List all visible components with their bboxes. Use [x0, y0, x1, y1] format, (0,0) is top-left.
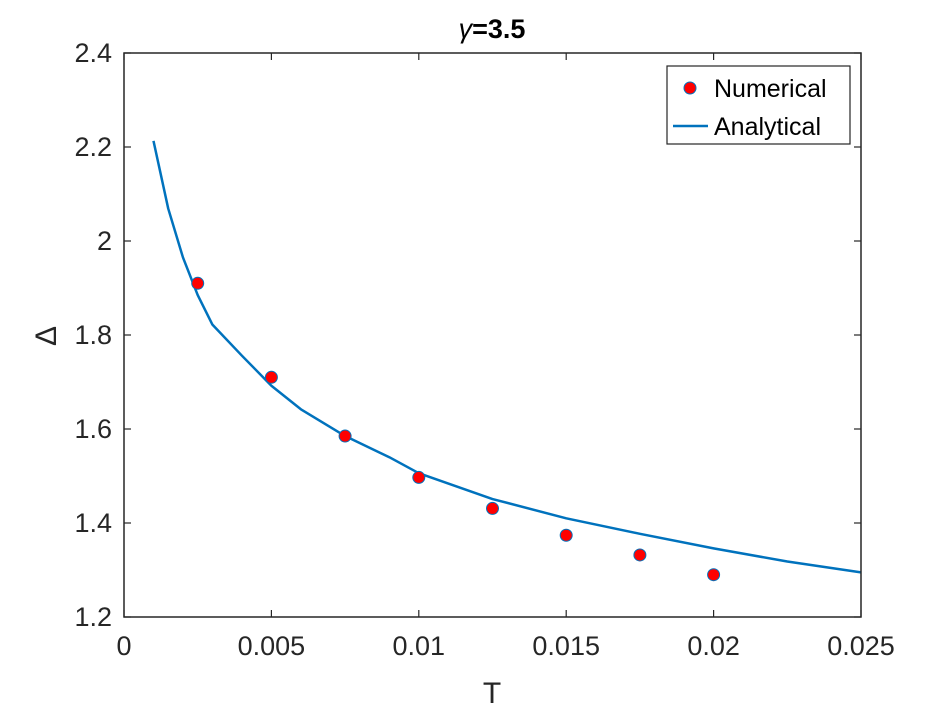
legend-label-analytical: Analytical — [714, 113, 821, 141]
legend: Numerical Analytical — [666, 65, 851, 145]
legend-marker-numerical — [683, 81, 697, 95]
y-tick-label: 2 — [97, 226, 112, 256]
data-point-numerical — [191, 276, 205, 290]
series-layer — [152, 140, 862, 582]
data-point-numerical — [264, 370, 278, 384]
chart-title: γ=3.5 — [459, 14, 526, 44]
legend-label-numerical: Numerical — [714, 75, 827, 103]
x-axis-label: T — [483, 677, 501, 710]
data-point-numerical — [707, 568, 721, 582]
y-tick-label: 2.2 — [74, 132, 112, 162]
data-point-numerical — [338, 429, 352, 443]
data-point-numerical — [633, 548, 647, 562]
tick-layer: 0 0.005 0.01 0.015 0.02 0.025 1.2 1.4 1.6 1.8 2 2.2… — [74, 38, 894, 661]
x-tick-label: 0.005 — [238, 631, 306, 661]
y-tick-label: 1.8 — [74, 320, 112, 350]
x-tick-label: 0 — [116, 631, 131, 661]
title-value: =3.5 — [472, 14, 525, 44]
axes-box — [123, 52, 862, 618]
y-tick-label: 1.2 — [74, 602, 112, 632]
y-axis-label: Δ — [30, 326, 63, 346]
y-tick-label: 1.4 — [74, 508, 112, 538]
title-gamma: γ — [459, 14, 474, 44]
legend-box — [666, 65, 851, 145]
plot-area — [124, 53, 861, 617]
data-point-numerical — [559, 528, 573, 542]
x-tick-label: 0.02 — [687, 631, 740, 661]
x-tick-label: 0.01 — [393, 631, 446, 661]
y-tick-label: 2.4 — [74, 38, 112, 68]
data-point-numerical — [486, 501, 499, 515]
y-tick-label: 1.6 — [74, 414, 112, 444]
data-point-numerical — [412, 470, 426, 484]
x-tick-label: 0.025 — [827, 631, 895, 661]
x-tick-label: 0.015 — [532, 631, 600, 661]
